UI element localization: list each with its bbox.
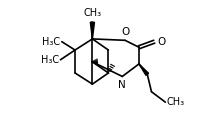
Text: O: O bbox=[158, 37, 166, 47]
Polygon shape bbox=[139, 64, 149, 75]
Text: CH₃: CH₃ bbox=[83, 8, 101, 18]
Text: H₃C: H₃C bbox=[42, 37, 60, 47]
Text: H₃C: H₃C bbox=[41, 55, 59, 65]
Polygon shape bbox=[90, 22, 95, 39]
Text: O: O bbox=[122, 27, 130, 37]
Text: CH₃: CH₃ bbox=[167, 97, 185, 107]
Text: N: N bbox=[118, 80, 126, 90]
